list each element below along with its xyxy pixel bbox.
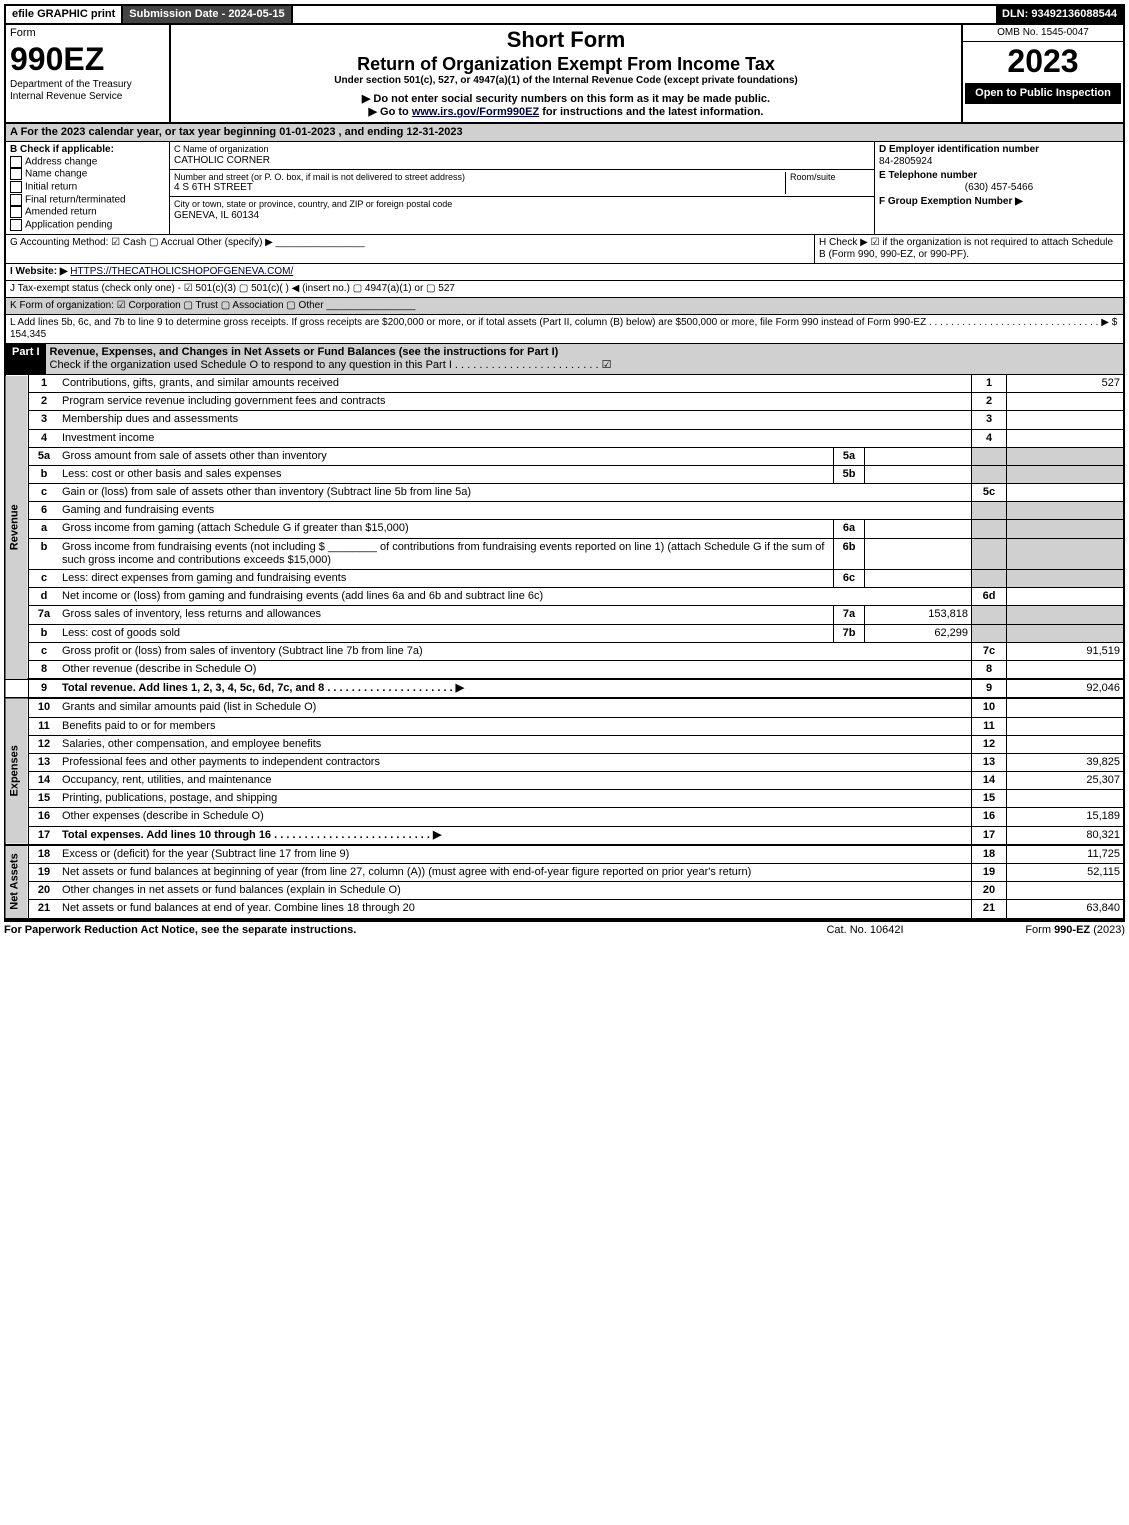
section-h: H Check ▶ ☑ if the organization is not r… [815,235,1123,263]
room-suite-label: Room/suite [785,172,870,195]
row-13: 13Professional fees and other payments t… [5,753,1124,771]
part-1-title: Revenue, Expenses, and Changes in Net As… [50,346,559,358]
form-number: 990EZ [10,40,165,78]
i-label: I Website: ▶ [10,266,68,277]
top-bar: efile GRAPHIC print Submission Date - 20… [4,4,1125,25]
d-label: D Employer identification number [879,144,1119,156]
org-name: CATHOLIC CORNER [174,155,870,167]
chk-application-pending[interactable]: Application pending [10,219,165,232]
form-header: Form 990EZ Department of the Treasury In… [4,25,1125,123]
paperwork-notice: For Paperwork Reduction Act Notice, see … [4,924,765,937]
row-6a: aGross income from gaming (attach Schedu… [5,520,1124,538]
org-city: GENEVA, IL 60134 [174,210,870,222]
row-6: 6Gaming and fundraising events [5,502,1124,520]
form-footer: Form 990-EZ (2023) [965,924,1125,937]
chk-name-change[interactable]: Name change [10,168,165,181]
dln: DLN: 93492136088544 [996,6,1123,23]
c-name-cell: C Name of organization CATHOLIC CORNER [170,142,874,170]
part-1-label: Part I [6,344,46,374]
row-7b: bLess: cost of goods sold7b62,299 [5,624,1124,642]
revenue-table: Revenue 1Contributions, gifts, grants, a… [4,375,1125,920]
row-20: 20Other changes in net assets or fund ba… [5,882,1124,900]
row-1: Revenue 1Contributions, gifts, grants, a… [5,375,1124,393]
section-b-through-f: B Check if applicable: Address change Na… [4,142,1125,235]
cat-no: Cat. No. 10642I [765,924,965,937]
part-1-sub: Check if the organization used Schedule … [50,359,612,371]
telephone: (630) 457-5466 [879,182,1119,194]
section-b: B Check if applicable: Address change Na… [6,142,170,234]
section-g-h: G Accounting Method: ☑ Cash ▢ Accrual Ot… [4,235,1125,264]
tax-year: 2023 [963,42,1123,80]
submission-date: Submission Date - 2024-05-15 [123,6,292,23]
short-form-title: Short Form [173,27,959,53]
row-8: 8Other revenue (describe in Schedule O)8 [5,660,1124,679]
row-6b: bGross income from fundraising events (n… [5,538,1124,569]
row-9: 9Total revenue. Add lines 1, 2, 3, 4, 5c… [5,679,1124,698]
expenses-sidelabel: Expenses [5,698,29,845]
section-a: A For the 2023 calendar year, or tax yea… [4,124,1125,142]
row-18: Net Assets 18Excess or (deficit) for the… [5,845,1124,864]
row-5a: 5aGross amount from sale of assets other… [5,447,1124,465]
row-12: 12Salaries, other compensation, and empl… [5,735,1124,753]
instruction-2: ▶ Go to www.irs.gov/Form990EZ for instru… [173,106,959,119]
section-k: K Form of organization: ☑ Corporation ▢ … [4,298,1125,315]
netassets-sidelabel: Net Assets [5,845,29,919]
ein: 84-2805924 [879,156,1119,168]
part-1-header: Part I Revenue, Expenses, and Changes in… [4,344,1125,375]
row-5b: bLess: cost or other basis and sales exp… [5,465,1124,483]
under-section: Under section 501(c), 527, or 4947(a)(1)… [173,75,959,87]
row-3: 3Membership dues and assessments3 [5,411,1124,429]
chk-initial-return[interactable]: Initial return [10,181,165,194]
omb-number: OMB No. 1545-0047 [963,25,1123,42]
chk-final-return[interactable]: Final return/terminated [10,194,165,207]
irs-link[interactable]: www.irs.gov/Form990EZ [412,106,539,118]
f-label: F Group Exemption Number ▶ [879,196,1119,208]
header-right: OMB No. 1545-0047 2023 Open to Public In… [963,25,1123,121]
row-4: 4Investment income4 [5,429,1124,447]
row-7c: cGross profit or (loss) from sales of in… [5,642,1124,660]
section-g: G Accounting Method: ☑ Cash ▢ Accrual Ot… [6,235,815,263]
c-city-cell: City or town, state or province, country… [170,197,874,224]
c-name-label: C Name of organization [174,144,870,155]
row-2: 2Program service revenue including gover… [5,393,1124,411]
row-5c: cGain or (loss) from sale of assets othe… [5,484,1124,502]
e-label: E Telephone number [879,170,1119,182]
instruction-1: ▶ Do not enter social security numbers o… [173,93,959,106]
efile-print-label[interactable]: efile GRAPHIC print [6,6,123,23]
header-center: Short Form Return of Organization Exempt… [171,25,963,121]
header-left: Form 990EZ Department of the Treasury In… [6,25,171,121]
row-15: 15Printing, publications, postage, and s… [5,790,1124,808]
open-public-inspection: Open to Public Inspection [965,83,1121,104]
row-17: 17Total expenses. Add lines 10 through 1… [5,826,1124,845]
website-link[interactable]: HTTPS://THECATHOLICSHOPOFGENEVA.COM/ [70,266,293,277]
c-addr-label: Number and street (or P. O. box, if mail… [174,172,785,183]
row-11: 11Benefits paid to or for members11 [5,717,1124,735]
form-label: Form [10,27,165,40]
chk-address-change[interactable]: Address change [10,156,165,169]
b-title: B Check if applicable: [10,144,165,156]
c-city-label: City or town, state or province, country… [174,199,870,210]
row-6d: dNet income or (loss) from gaming and fu… [5,588,1124,606]
row-19: 19Net assets or fund balances at beginni… [5,864,1124,882]
section-l: L Add lines 5b, 6c, and 7b to line 9 to … [4,315,1125,344]
chk-amended-return[interactable]: Amended return [10,206,165,219]
section-d-e-f: D Employer identification number 84-2805… [875,142,1123,234]
row-6c: cLess: direct expenses from gaming and f… [5,570,1124,588]
irs-label: Internal Revenue Service [10,91,165,103]
org-address: 4 S 6TH STREET [174,182,785,194]
row-16: 16Other expenses (describe in Schedule O… [5,808,1124,826]
section-c: C Name of organization CATHOLIC CORNER N… [170,142,875,234]
row-14: 14Occupancy, rent, utilities, and mainte… [5,772,1124,790]
revenue-sidelabel: Revenue [5,375,29,679]
row-21: 21Net assets or fund balances at end of … [5,900,1124,919]
section-j: J Tax-exempt status (check only one) - ☑… [4,281,1125,298]
section-i: I Website: ▶ HTTPS://THECATHOLICSHOPOFGE… [4,264,1125,281]
row-10: Expenses 10Grants and similar amounts pa… [5,698,1124,717]
c-addr-cell: Number and street (or P. O. box, if mail… [170,170,874,198]
footer: For Paperwork Reduction Act Notice, see … [4,920,1125,937]
dept-label: Department of the Treasury [10,79,165,91]
part-1-text: Revenue, Expenses, and Changes in Net As… [46,344,1123,374]
return-title: Return of Organization Exempt From Incom… [173,54,959,76]
row-7a: 7aGross sales of inventory, less returns… [5,606,1124,624]
